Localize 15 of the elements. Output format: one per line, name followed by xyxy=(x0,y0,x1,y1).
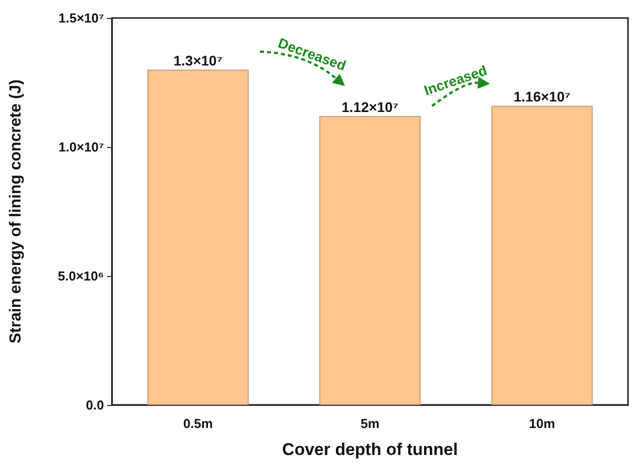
data-label: 1.3×10⁷ xyxy=(174,52,223,69)
x-tick-label: 10m xyxy=(528,416,556,431)
bar xyxy=(491,106,593,405)
bar xyxy=(319,116,421,405)
bar xyxy=(147,70,249,405)
y-axis-title: Strain energy of lining concrete (J) xyxy=(8,79,24,344)
x-tick-label: 0.5m xyxy=(183,416,213,431)
y-tick-label: 5.0×10⁶ xyxy=(58,268,104,284)
y-tick-label: 1.0×10⁷ xyxy=(58,140,104,154)
y-tick-label: 1.5×10⁷ xyxy=(58,10,104,26)
x-axis-title: Cover depth of tunnel xyxy=(282,440,458,459)
data-label: 1.12×10⁷ xyxy=(342,99,399,116)
y-tick-label: 0.0 xyxy=(86,398,104,412)
data-label: 1.16×10⁷ xyxy=(514,88,571,105)
x-tick-label: 5m xyxy=(360,416,380,431)
